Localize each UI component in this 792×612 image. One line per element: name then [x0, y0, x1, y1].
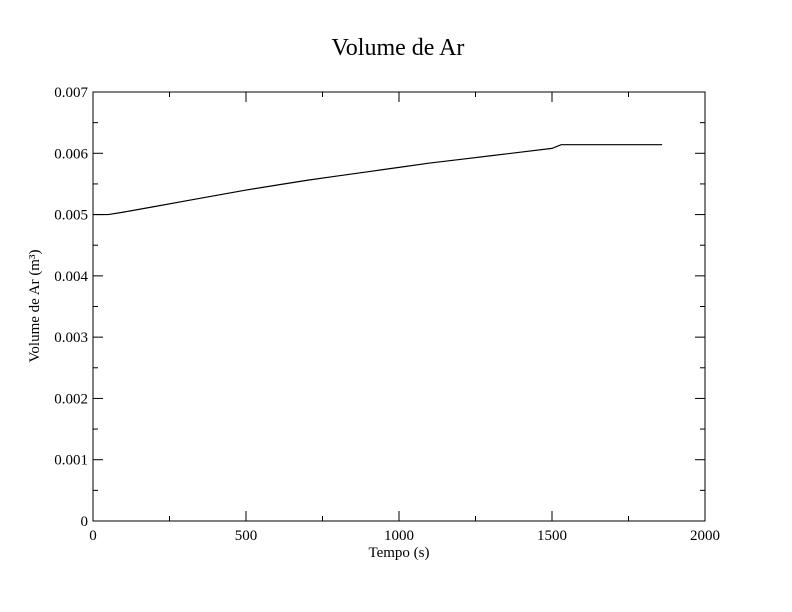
x-tick-label: 0 — [89, 528, 97, 544]
chart-title: Volume de Ar — [332, 35, 465, 61]
x-tick-label: 1500 — [537, 528, 567, 544]
y-tick-label: 0.005 — [54, 208, 88, 224]
y-tick-label: 0.004 — [54, 269, 88, 285]
x-axis-label: Tempo (s) — [368, 545, 429, 561]
x-tick-label: 2000 — [690, 528, 720, 544]
y-tick-label: 0.007 — [54, 85, 88, 101]
y-tick-label: 0.002 — [54, 391, 88, 407]
x-axis: 0 500 1000 1500 2000 — [89, 92, 720, 544]
y-tick-label: 0 — [81, 514, 89, 530]
series-group — [93, 144, 663, 216]
y-tick-label: 0.003 — [54, 330, 88, 346]
x-tick-label: 500 — [235, 528, 258, 544]
y-tick-label: 0.001 — [54, 453, 88, 469]
y-tick-label: 0.006 — [54, 146, 88, 162]
x-tick-label: 1000 — [384, 528, 414, 544]
plot-frame — [92, 91, 706, 522]
y-axis-label: Volume de Ar (m³) — [27, 250, 43, 363]
series-line — [93, 144, 663, 216]
y-axis: 0 0.001 0.002 0.003 0.004 0.005 0.006 0.007 — [54, 85, 705, 530]
